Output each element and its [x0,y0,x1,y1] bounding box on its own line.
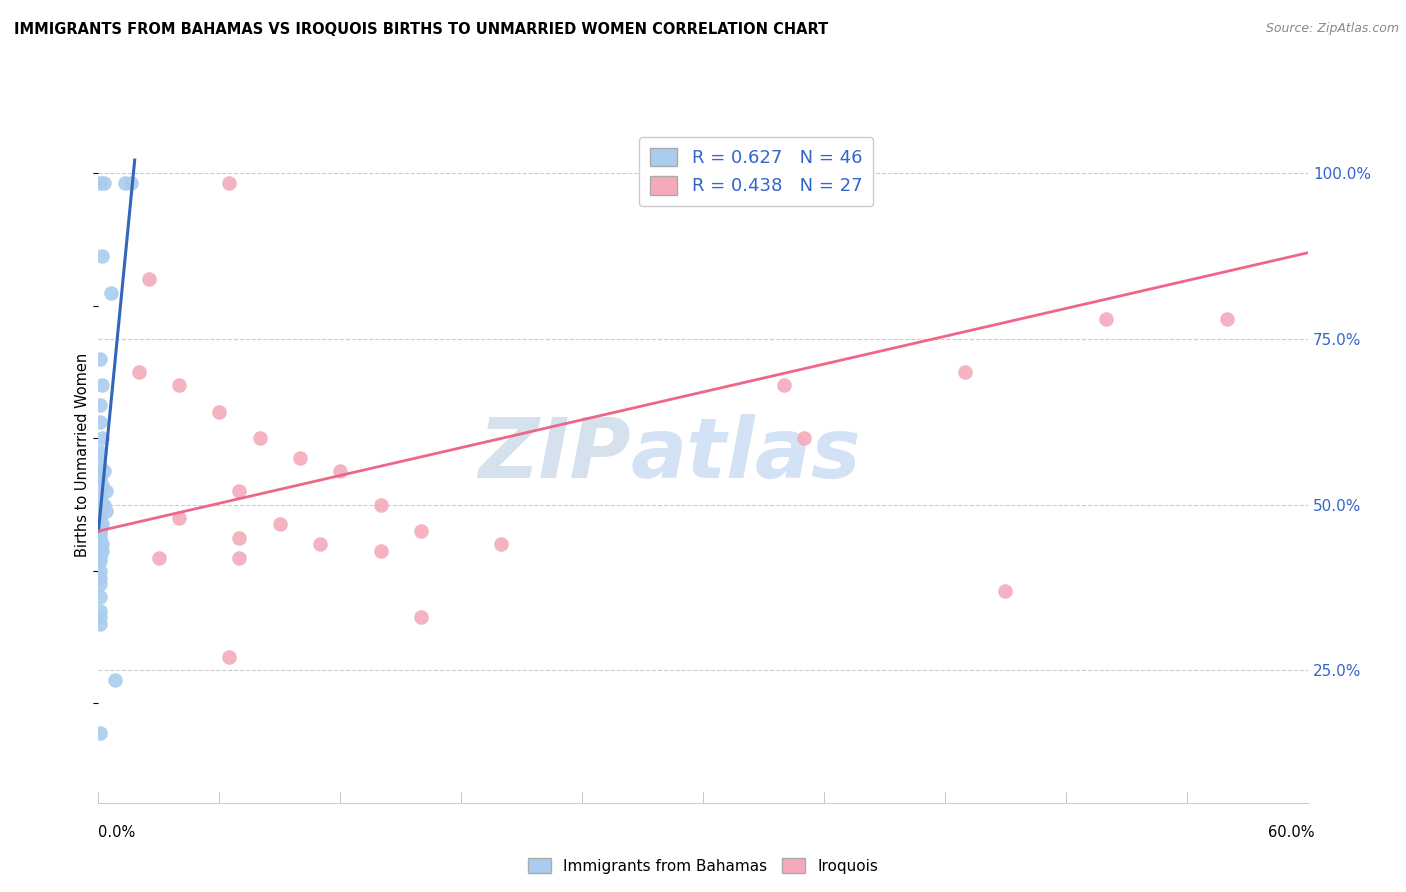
Point [93,498,115,512]
Point [114,176,136,190]
Point [953,365,976,379]
Point [89,415,111,429]
Point [96,484,118,499]
Point [89,550,111,565]
Point [89,604,111,618]
Point [89,514,111,528]
Point [89,577,111,591]
Point [249,431,271,445]
Point [1216,312,1239,326]
Point [370,498,392,512]
Point [269,517,291,532]
Point [491,537,513,551]
Point [793,431,815,445]
Point [89,524,111,538]
Point [228,484,250,499]
Point [91,477,114,491]
Point [89,458,111,472]
Point [138,272,160,286]
Point [89,527,111,541]
Point [772,378,794,392]
Point [103,673,125,688]
Point [89,726,111,740]
Point [89,498,111,512]
Text: 0.0%: 0.0% [98,825,135,840]
Point [89,521,111,535]
Point [91,249,114,263]
Point [93,176,115,190]
Point [309,537,332,551]
Point [409,610,432,624]
Text: atlas: atlas [630,415,860,495]
Point [120,176,142,190]
Point [228,550,250,565]
Point [208,405,231,419]
Text: 60.0%: 60.0% [1268,825,1315,840]
Point [1095,312,1118,326]
Point [89,531,111,545]
Point [218,650,240,665]
Point [89,534,111,549]
Point [148,550,170,565]
Text: Source: ZipAtlas.com: Source: ZipAtlas.com [1265,22,1399,36]
Point [91,378,114,392]
Point [89,554,111,568]
Point [89,610,111,624]
Point [89,511,111,525]
Point [91,431,114,445]
Text: IMMIGRANTS FROM BAHAMAS VS IROQUOIS BIRTHS TO UNMARRIED WOMEN CORRELATION CHART: IMMIGRANTS FROM BAHAMAS VS IROQUOIS BIRT… [14,22,828,37]
Legend: R = 0.627   N = 46, R = 0.438   N = 27: R = 0.627 N = 46, R = 0.438 N = 27 [640,137,873,206]
Point [91,517,114,532]
Y-axis label: Births to Unmarried Women: Births to Unmarried Women [75,353,90,557]
Point [89,491,111,505]
Point [93,465,115,479]
Point [91,544,114,558]
Point [91,537,114,551]
Point [89,616,111,631]
Point [128,365,150,379]
Point [89,570,111,584]
Point [89,504,111,518]
Point [89,444,111,458]
Point [96,504,118,518]
Point [218,176,240,190]
Point [89,351,111,366]
Point [288,451,311,466]
Point [167,511,190,525]
Point [89,541,111,555]
Point [89,176,111,190]
Point [329,465,352,479]
Point [100,285,122,300]
Point [89,471,111,485]
Point [409,524,432,538]
Point [89,564,111,578]
Point [89,398,111,412]
Legend: Immigrants from Bahamas, Iroquois: Immigrants from Bahamas, Iroquois [522,852,884,880]
Point [89,547,111,561]
Point [91,498,114,512]
Point [370,544,392,558]
Point [994,583,1017,598]
Text: ZIP: ZIP [478,415,630,495]
Point [167,378,190,392]
Point [89,591,111,605]
Point [228,531,250,545]
